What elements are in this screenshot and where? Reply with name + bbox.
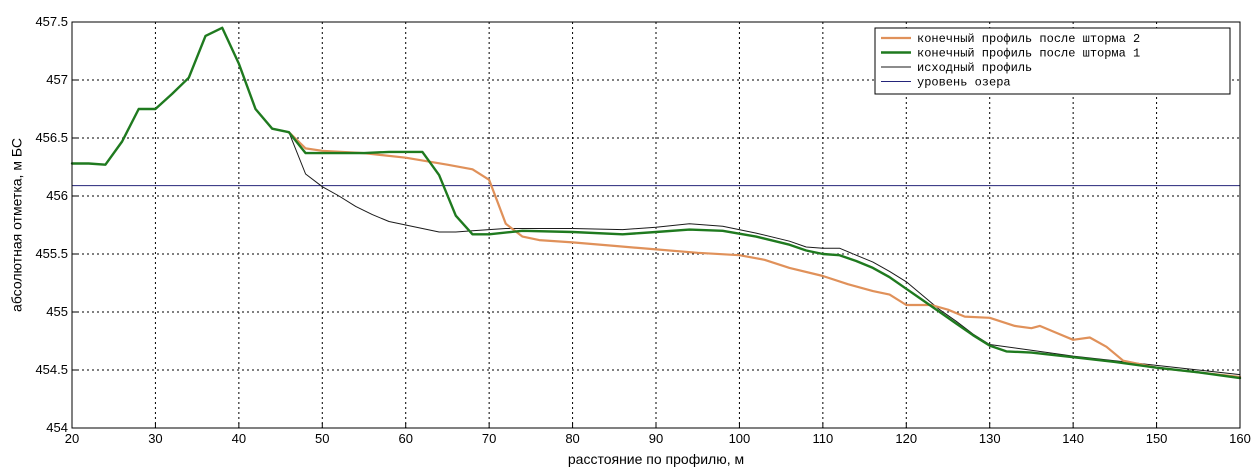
legend: конечный профиль после шторма 2конечный … bbox=[874, 27, 1231, 95]
legend-label: конечный профиль после шторма 1 bbox=[917, 47, 1140, 61]
y-tick-label: 455 bbox=[46, 304, 68, 319]
legend-box bbox=[874, 27, 1231, 95]
x-tick-label: 160 bbox=[1229, 431, 1251, 446]
series-line-1 bbox=[287, 131, 1242, 379]
series-line-2 bbox=[70, 26, 1242, 380]
x-tick-label: 30 bbox=[148, 431, 162, 446]
y-tick-label: 457 bbox=[46, 72, 68, 87]
x-tick-label: 150 bbox=[1146, 431, 1168, 446]
x-axis-label: расстояние по профилю, м bbox=[568, 451, 744, 467]
y-axis-label: абсолютная отметка, м БС bbox=[9, 138, 25, 312]
x-tick-label: 60 bbox=[398, 431, 412, 446]
x-tick-label: 40 bbox=[232, 431, 246, 446]
x-tick-label: 100 bbox=[729, 431, 751, 446]
x-tick-label: 80 bbox=[565, 431, 579, 446]
axis-ticks: 20 30 40 50 60 70 80 90 100 110 120 130 140 150 160 454… bbox=[35, 14, 1250, 446]
x-tick-label: 110 bbox=[812, 431, 833, 446]
y-tick-label: 456.5 bbox=[35, 130, 68, 145]
y-tick-label: 456 bbox=[46, 188, 68, 203]
y-tick-label: 457.5 bbox=[35, 14, 68, 29]
x-tick-label: 120 bbox=[895, 431, 917, 446]
y-tick-label: 454.5 bbox=[35, 362, 68, 377]
x-tick-label: 130 bbox=[979, 431, 1001, 446]
legend-label: конечный профиль после шторма 2 bbox=[917, 32, 1140, 46]
y-tick-label: 454 bbox=[46, 420, 68, 435]
x-tick-label: 50 bbox=[315, 431, 329, 446]
x-tick-label: 20 bbox=[65, 431, 79, 446]
y-tick-label: 455.5 bbox=[35, 246, 68, 261]
legend-label: уровень озера bbox=[917, 76, 1011, 90]
series-lines bbox=[70, 26, 1242, 380]
x-tick-label: 140 bbox=[1062, 431, 1084, 446]
x-tick-label: 70 bbox=[482, 431, 496, 446]
x-tick-label: 90 bbox=[649, 431, 663, 446]
legend-label: исходный профиль bbox=[917, 61, 1032, 75]
